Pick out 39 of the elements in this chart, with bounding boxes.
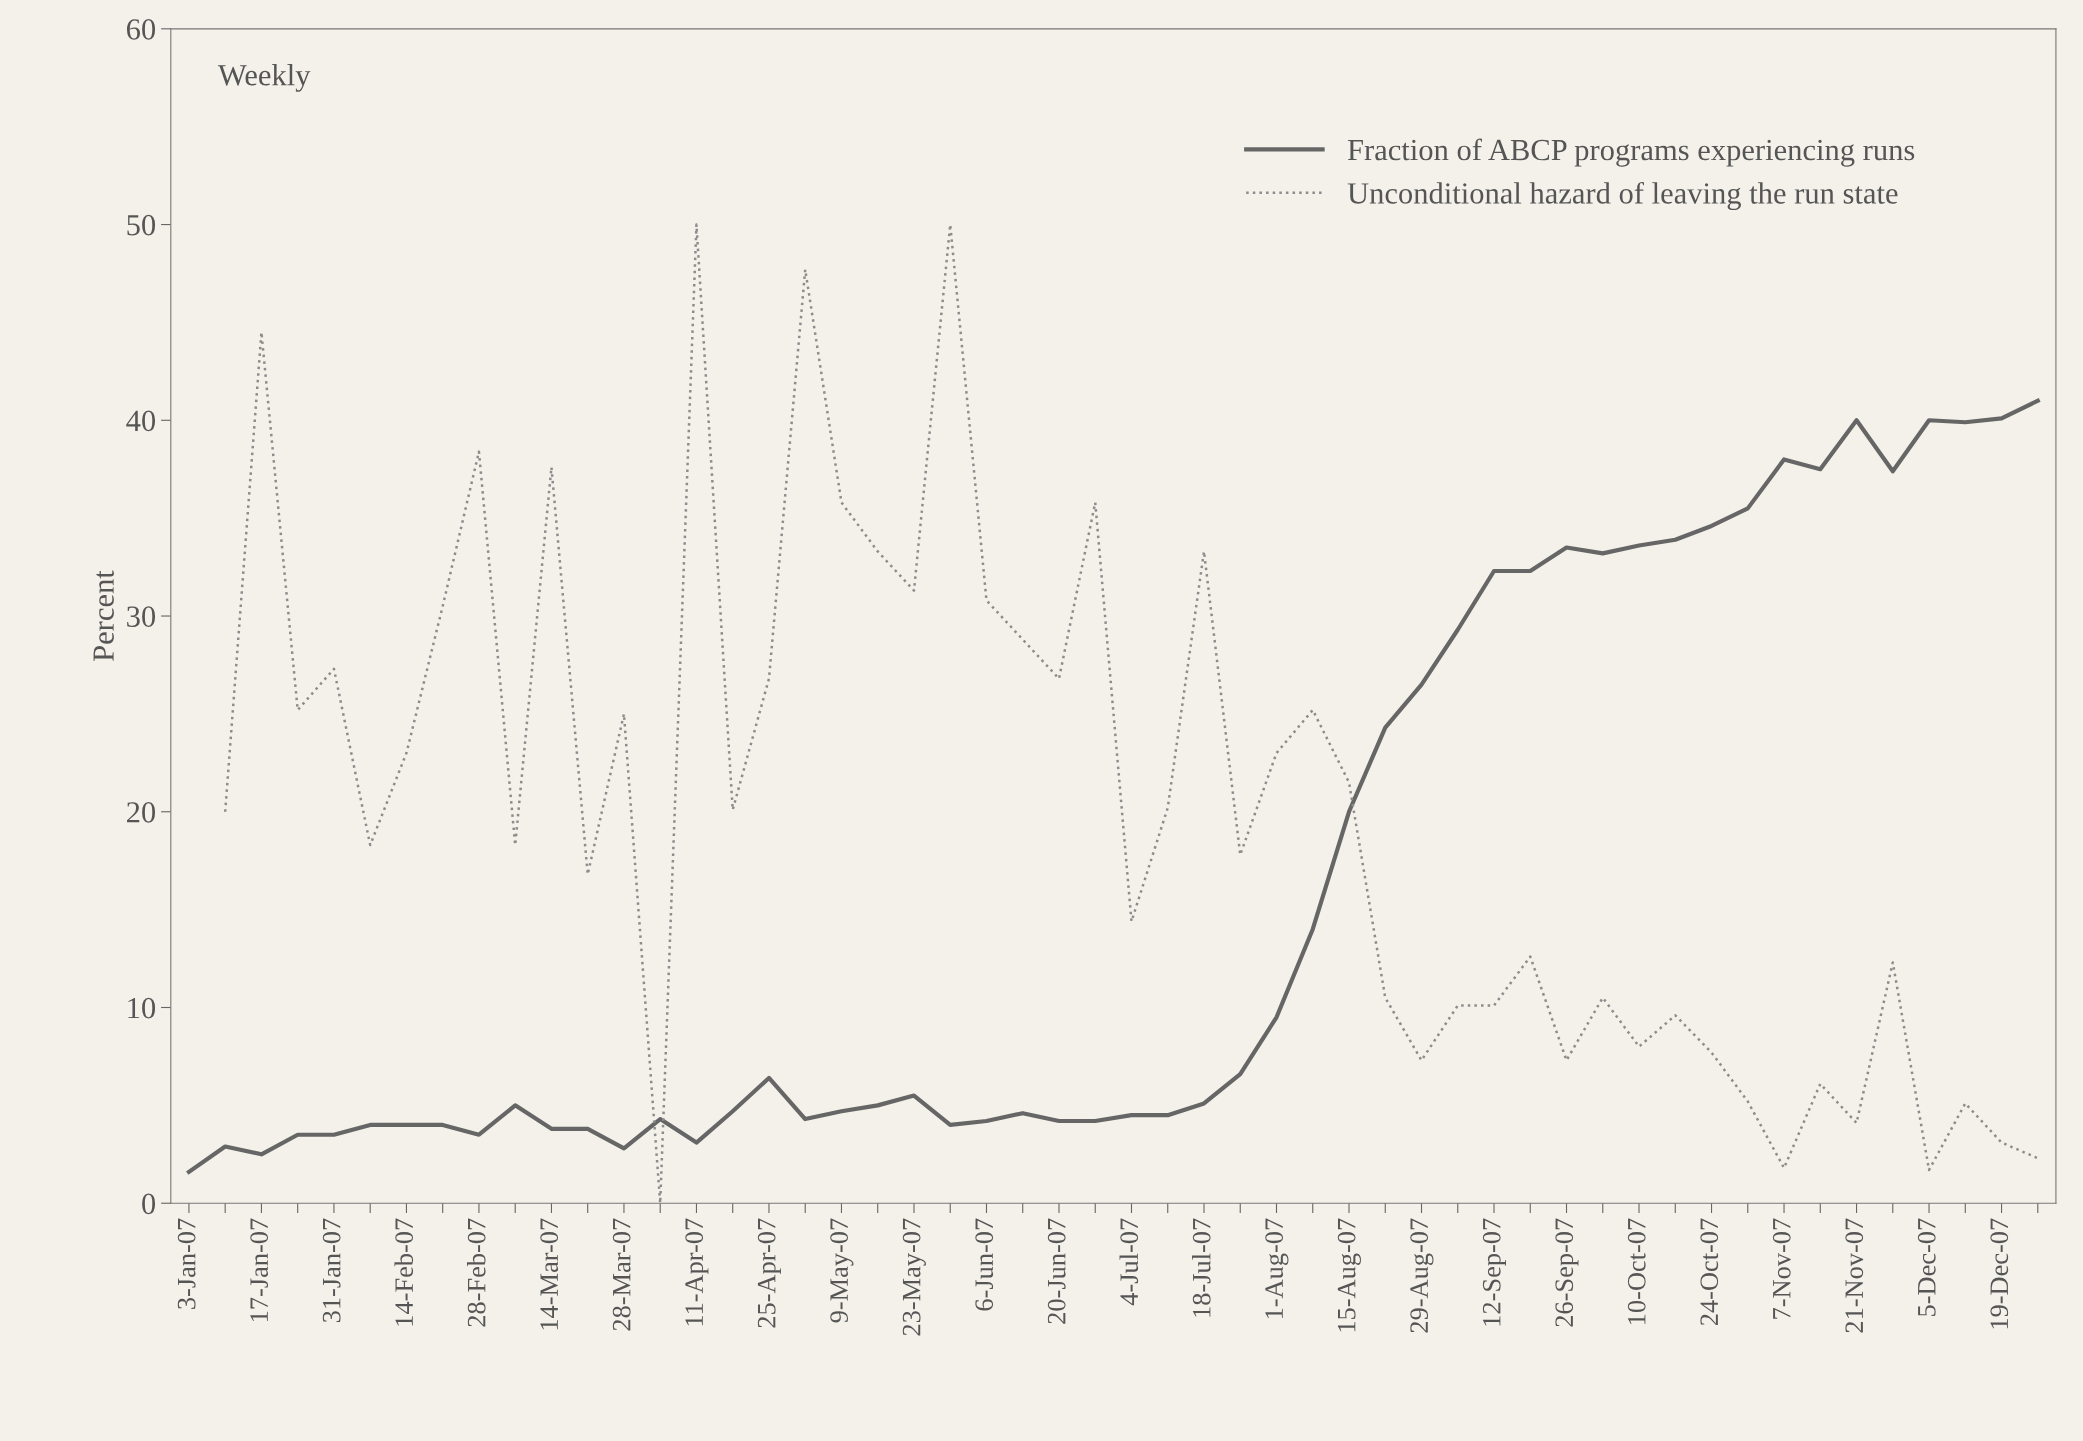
x-tick-label: 14-Mar-07 xyxy=(540,1218,559,1330)
x-tick-label: 17-Jan-07 xyxy=(250,1218,269,1322)
x-tick-label: 26-Sep-07 xyxy=(1555,1218,1579,1327)
x-tick-label: 12-Sep-07 xyxy=(1482,1218,1506,1326)
x-tick-label: 28-Mar-07 xyxy=(612,1218,631,1331)
x-tick-label: 19-Dec-07 xyxy=(1990,1218,2009,1329)
x-tick-label: 23-May-07 xyxy=(902,1218,926,1336)
x-tick-label: 21-Nov-07 xyxy=(1845,1218,1864,1333)
x-tick-label: 24-Oct-07 xyxy=(1700,1218,1719,1326)
line-series xyxy=(223,223,2040,1204)
x-tick-label: 7-Nov-07 xyxy=(1772,1218,1791,1319)
x-tick-label: 10-Oct-07 xyxy=(1627,1218,1646,1324)
x-tick-label: 6-Jun-07 xyxy=(975,1218,994,1311)
x-tick-label: 25-Apr-07 xyxy=(757,1218,781,1328)
x-tick-label: 9-May-07 xyxy=(830,1218,854,1323)
legend-label: Unconditional hazard of leaving the run state xyxy=(1347,181,1898,211)
x-tick-label: 28-Feb-07 xyxy=(466,1218,486,1327)
x-tick-label: 5-Dec-07 xyxy=(1917,1218,1936,1316)
y-axis-title: Percent xyxy=(93,570,114,661)
x-tick-label: 3-Jan-07 xyxy=(177,1218,196,1309)
y-tick-label: 10 xyxy=(128,997,156,1019)
x-tick-label: 31-Jan-07 xyxy=(322,1218,341,1323)
legend-label: Fraction of ABCP programs experiencing runs xyxy=(1347,138,1915,167)
y-tick-label: 50 xyxy=(127,214,156,236)
y-tick-label: 40 xyxy=(126,410,156,432)
x-tick-label: 11-Apr-07 xyxy=(685,1218,709,1326)
y-tick-label: 20 xyxy=(127,802,156,823)
line-series xyxy=(186,398,2040,1175)
x-tick-label: 18-Jul-07 xyxy=(1192,1218,1211,1317)
y-tick-label: 60 xyxy=(126,19,156,40)
x-tick-label: 15-Aug-07 xyxy=(1337,1218,1361,1332)
x-tick-label: 29-Aug-07 xyxy=(1410,1218,1434,1333)
x-tick-label: 20-Jun-07 xyxy=(1047,1218,1066,1324)
y-tick-label: 0 xyxy=(142,1193,156,1215)
annotation: Weekly xyxy=(217,64,311,92)
x-tick-label: 4-Jul-07 xyxy=(1119,1218,1139,1306)
x-tick-label: 14-Feb-07 xyxy=(394,1218,414,1326)
x-tick-label: 1-Aug-07 xyxy=(1265,1218,1289,1319)
y-tick-label: 30 xyxy=(127,606,156,627)
